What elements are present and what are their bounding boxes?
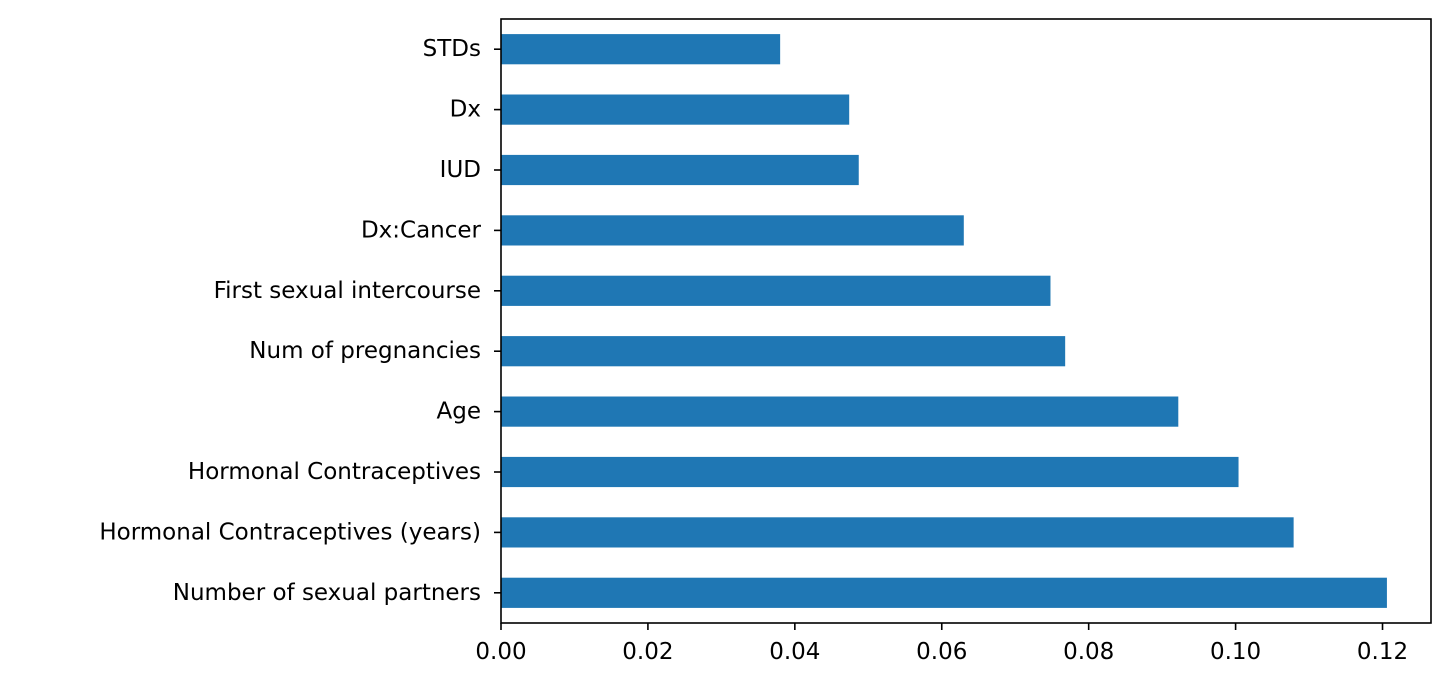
bar-9 <box>501 34 781 65</box>
y-tick-label-4: Num of pregnancies <box>249 338 481 364</box>
bar-4 <box>501 336 1066 367</box>
bar-7 <box>501 154 859 186</box>
x-axis: 0.00 0.02 0.04 0.06 0.08 0.10 0.12 <box>475 623 1408 665</box>
bar-0 <box>501 577 1387 608</box>
y-tick-label-9: STDs <box>423 36 481 62</box>
y-tick-label-7: IUD <box>440 157 481 183</box>
y-tick-label-3: Age <box>437 399 481 425</box>
y-tick-label-2: Hormonal Contraceptives <box>188 459 481 485</box>
x-tick-label-6: 0.12 <box>1357 639 1408 665</box>
bar-5 <box>501 275 1051 306</box>
y-tick-label-5: First sexual intercourse <box>214 278 481 304</box>
x-tick-label-4: 0.08 <box>1063 639 1114 665</box>
y-tick-label-6: Dx:Cancer <box>361 217 482 243</box>
bars-layer <box>501 34 1387 608</box>
x-tick-label-3: 0.06 <box>916 639 967 665</box>
bar-6 <box>501 215 964 246</box>
bar-8 <box>501 94 850 125</box>
y-tick-label-0: Number of sexual partners <box>173 580 481 606</box>
bar-3 <box>501 396 1179 427</box>
y-tick-label-8: Dx <box>450 97 481 123</box>
x-tick-label-0: 0.00 <box>475 639 526 665</box>
bar-1 <box>501 517 1294 548</box>
x-tick-label-5: 0.10 <box>1210 639 1261 665</box>
bar-2 <box>501 456 1239 488</box>
plot-frame <box>500 18 1432 624</box>
y-tick-label-1: Hormonal Contraceptives (years) <box>99 519 481 545</box>
y-axis: Number of sexual partners Hormonal Contra… <box>99 36 501 606</box>
x-tick-label-1: 0.02 <box>622 639 673 665</box>
x-tick-label-2: 0.04 <box>769 639 820 665</box>
